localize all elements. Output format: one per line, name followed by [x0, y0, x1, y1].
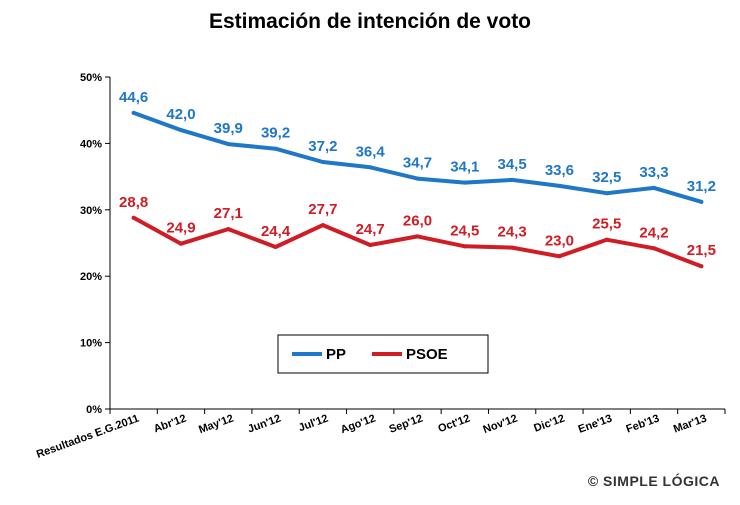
data-point-pp — [510, 177, 515, 182]
x-tick-label: Mar'13 — [672, 413, 708, 436]
y-tick-label: 10% — [80, 338, 102, 350]
data-point-pp — [462, 180, 467, 185]
data-label-pp: 32,5 — [592, 169, 621, 186]
x-tick-label: Ene'13 — [577, 413, 614, 436]
data-label-psoe: 24,7 — [356, 221, 385, 238]
x-tick-label: Dic'12 — [532, 413, 566, 435]
data-label-pp: 31,2 — [687, 178, 716, 195]
data-point-pp — [604, 191, 609, 196]
data-point-pp — [273, 146, 278, 151]
y-tick-label: 0% — [86, 404, 102, 416]
data-label-pp: 33,3 — [639, 164, 668, 181]
copyright-credit: © SIMPLE LÓGICA — [587, 473, 720, 489]
data-label-pp: 34,1 — [450, 159, 479, 176]
x-tick-label: May'12 — [197, 413, 235, 437]
data-label-psoe: 24,9 — [166, 220, 195, 237]
x-axis: Resultados E.G.2011 Abr'12 May'12 Jun'12 Jul… — [35, 408, 726, 461]
y-axis: 0% 10% 20% 30% 40% 50% — [80, 72, 111, 416]
data-label-psoe: 24,5 — [450, 222, 479, 239]
data-label-pp: 34,5 — [498, 156, 527, 173]
data-point-pp — [368, 165, 373, 170]
data-label-pp: 33,6 — [545, 162, 574, 179]
data-point-psoe — [368, 242, 373, 247]
data-point-psoe — [652, 246, 657, 251]
data-point-psoe — [226, 227, 231, 232]
x-tick-label: Oct'12 — [437, 413, 472, 436]
data-label-pp: 44,6 — [119, 89, 148, 106]
data-point-pp — [226, 142, 231, 147]
data-point-psoe — [273, 244, 278, 249]
data-label-psoe: 27,1 — [214, 205, 243, 222]
data-point-pp — [178, 128, 183, 133]
x-tick-label: Sep'12 — [388, 413, 425, 436]
data-point-pp — [557, 183, 562, 188]
y-tick-label: 20% — [80, 271, 102, 283]
data-label-pp: 42,0 — [166, 106, 195, 123]
data-point-psoe — [699, 264, 704, 269]
data-label-pp: 39,2 — [261, 125, 290, 142]
data-point-psoe — [320, 223, 325, 228]
x-tick-label: Jul'12 — [297, 413, 330, 435]
data-point-pp — [320, 159, 325, 164]
data-label-pp: 34,7 — [403, 155, 432, 172]
data-label-psoe: 23,0 — [545, 232, 574, 249]
x-tick-label: Abr'12 — [152, 413, 188, 436]
data-point-psoe — [557, 254, 562, 259]
chart-title: Estimación de intención de voto — [208, 10, 532, 33]
data-labels: 44,6 42,0 39,9 39,2 37,2 36,4 34,7 34,1 34,5 33,6… — [119, 89, 716, 259]
legend: PP PSOE — [277, 334, 489, 374]
x-tick-label: Jun'12 — [246, 413, 282, 436]
y-tick-label: 40% — [80, 138, 102, 150]
x-tick-label: Resultados E.G.2011 — [35, 413, 141, 461]
data-point-pp — [652, 185, 657, 190]
x-tick-label: Ago'12 — [339, 413, 377, 437]
data-point-pp — [131, 110, 136, 115]
data-label-pp: 39,9 — [214, 120, 243, 137]
data-point-psoe — [510, 245, 515, 250]
data-label-psoe: 24,4 — [261, 223, 291, 240]
data-point-psoe — [462, 244, 467, 249]
data-point-psoe — [131, 215, 136, 220]
y-tick-label: 50% — [80, 72, 102, 84]
data-label-psoe: 28,8 — [119, 194, 148, 211]
series-layer — [131, 110, 704, 269]
data-label-psoe: 25,5 — [592, 216, 621, 233]
data-label-psoe: 21,5 — [687, 242, 716, 259]
legend-label-psoe: PSOE — [406, 346, 448, 363]
data-label-pp: 37,2 — [308, 138, 337, 155]
data-label-pp: 36,4 — [356, 143, 386, 160]
data-point-psoe — [415, 234, 420, 239]
data-label-psoe: 24,2 — [639, 224, 668, 241]
data-label-psoe: 27,7 — [308, 201, 337, 218]
data-label-psoe: 26,0 — [403, 212, 432, 229]
data-point-psoe — [604, 237, 609, 242]
data-point-pp — [699, 199, 704, 204]
x-tick-label: Nov'12 — [482, 413, 520, 436]
x-tick-label: Feb'13 — [625, 413, 661, 436]
y-tick-label: 30% — [80, 205, 102, 217]
data-label-psoe: 24,3 — [498, 224, 527, 241]
legend-label-pp: PP — [326, 346, 346, 363]
data-point-psoe — [178, 241, 183, 246]
data-point-pp — [415, 176, 420, 181]
